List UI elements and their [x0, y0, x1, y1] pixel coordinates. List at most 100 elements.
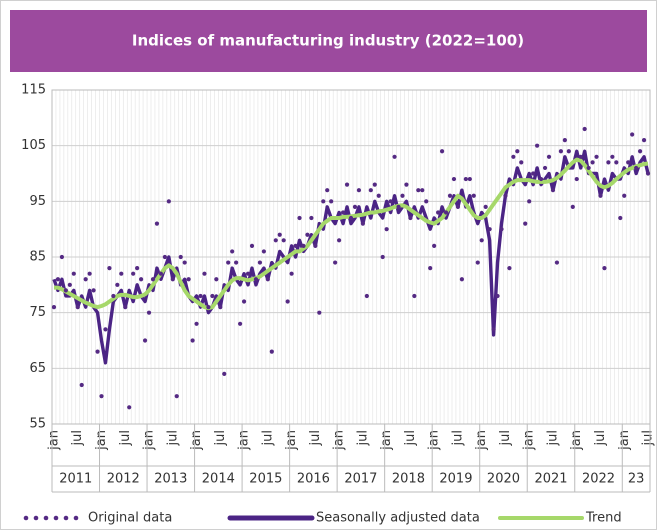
data-point — [333, 260, 338, 265]
data-point — [166, 199, 171, 204]
data-point — [356, 188, 362, 193]
x-tick-label: jan — [237, 430, 252, 451]
data-point — [261, 249, 266, 254]
data-point — [487, 227, 492, 232]
data-point — [471, 193, 476, 198]
data-point — [630, 132, 635, 137]
x-tick-label: jul — [70, 430, 85, 446]
y-tick-label: 95 — [29, 194, 46, 209]
data-point — [293, 243, 298, 248]
data-point — [119, 271, 124, 276]
data-point — [538, 176, 544, 182]
data-point — [380, 254, 385, 260]
data-point — [598, 193, 603, 198]
data-point — [503, 193, 508, 198]
x-tick-label: jul — [450, 430, 465, 446]
data-point — [150, 277, 156, 282]
legend-swatch — [53, 515, 59, 521]
data-point — [249, 243, 255, 248]
legend-item: Seasonally adjusted data — [227, 511, 480, 526]
data-point — [606, 160, 611, 165]
data-point — [67, 282, 72, 287]
data-point — [610, 154, 615, 159]
data-point — [202, 271, 207, 276]
x-tick-label: jul — [213, 430, 228, 446]
y-tick-label: 85 — [29, 250, 46, 265]
data-point — [210, 293, 215, 299]
data-point — [103, 327, 108, 332]
data-point — [329, 199, 334, 204]
data-point — [531, 171, 536, 176]
data-point — [269, 349, 274, 354]
data-point — [622, 193, 627, 198]
data-point — [479, 238, 484, 243]
data-point — [135, 266, 140, 271]
x-tick-label: jul — [165, 430, 180, 446]
x-tick-label: jul — [498, 430, 513, 446]
y-tick-label: 115 — [21, 83, 46, 98]
data-point — [641, 138, 647, 143]
data-point — [483, 204, 488, 209]
data-point — [107, 266, 112, 271]
data-point — [372, 182, 377, 187]
data-point — [388, 199, 393, 204]
legend-label: Trend — [585, 511, 622, 526]
data-point — [463, 176, 468, 182]
data-point — [214, 277, 219, 282]
data-point — [344, 182, 350, 187]
data-point — [364, 293, 369, 299]
data-point — [550, 188, 556, 193]
data-point — [170, 277, 175, 282]
data-point — [190, 338, 195, 343]
data-point — [142, 338, 148, 343]
data-point — [99, 394, 104, 399]
data-point — [218, 305, 223, 310]
data-point — [424, 199, 429, 204]
x-tick-label: jan — [522, 430, 537, 451]
data-point — [340, 210, 346, 215]
data-point — [495, 293, 500, 299]
data-point — [443, 210, 449, 215]
data-point — [400, 193, 405, 198]
data-point — [186, 277, 191, 282]
data-point — [507, 266, 512, 271]
data-point — [59, 254, 65, 260]
data-point — [566, 149, 571, 154]
data-point — [523, 221, 528, 226]
legend-swatch — [23, 515, 29, 521]
year-label: 2020 — [487, 472, 520, 487]
data-point — [337, 238, 342, 243]
data-point — [416, 188, 421, 193]
data-point — [626, 160, 631, 165]
data-point — [230, 249, 235, 254]
x-tick-label: jul — [593, 430, 608, 446]
data-point — [352, 204, 358, 209]
x-tick-label: jan — [46, 430, 61, 451]
legend-swatch — [33, 515, 39, 521]
data-point — [313, 243, 318, 248]
data-point — [222, 371, 227, 376]
data-point — [253, 277, 259, 282]
x-tick-label: jan — [142, 430, 157, 451]
data-point — [194, 321, 199, 326]
data-point — [325, 188, 330, 193]
y-tick-label: 75 — [29, 305, 46, 320]
data-point — [91, 288, 96, 293]
data-point — [451, 176, 457, 182]
legend-swatch — [43, 515, 49, 521]
legend-label: Original data — [88, 511, 172, 526]
data-point — [535, 143, 540, 148]
data-point — [475, 260, 480, 265]
data-point — [123, 305, 128, 310]
data-point — [491, 327, 496, 332]
x-tick-label: jul — [545, 430, 560, 446]
y-tick-label: 105 — [21, 138, 46, 153]
data-point — [289, 271, 294, 276]
data-point — [301, 243, 306, 248]
data-point — [285, 299, 290, 304]
adjusted-line — [52, 149, 650, 365]
x-tick-label: jan — [474, 430, 489, 451]
year-label: 2014 — [202, 472, 235, 487]
year-label: 2016 — [297, 472, 330, 487]
